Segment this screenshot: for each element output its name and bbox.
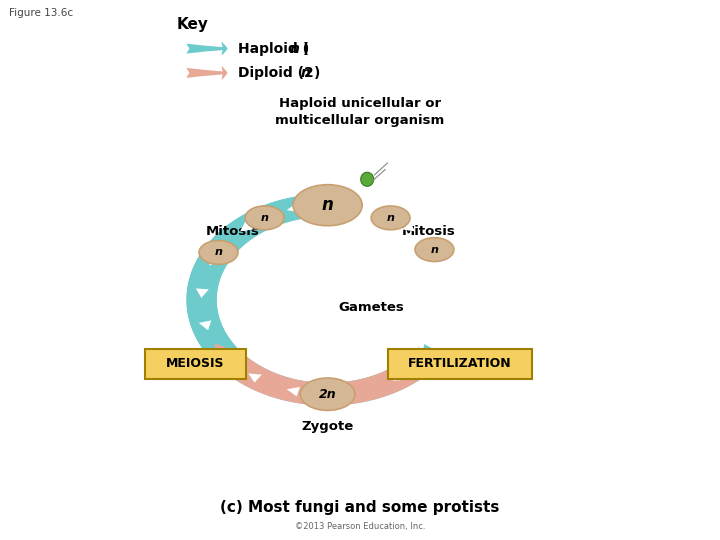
Ellipse shape [372, 206, 410, 230]
Polygon shape [341, 388, 354, 397]
Text: ): ) [314, 66, 320, 80]
Polygon shape [434, 255, 446, 266]
Text: n: n [301, 66, 311, 80]
Text: Mitosis: Mitosis [206, 225, 260, 238]
Ellipse shape [361, 172, 374, 186]
Text: n: n [387, 213, 395, 223]
Text: ): ) [302, 42, 309, 56]
Polygon shape [210, 344, 234, 365]
Text: Gametes: Gametes [339, 301, 405, 314]
Polygon shape [186, 194, 328, 360]
Text: n: n [261, 213, 269, 223]
Text: n: n [289, 42, 300, 56]
Polygon shape [196, 288, 209, 298]
Text: ©2013 Pearson Education, Inc.: ©2013 Pearson Education, Inc. [294, 522, 426, 531]
Text: Mitosis: Mitosis [402, 225, 455, 238]
Polygon shape [444, 320, 456, 330]
Polygon shape [355, 203, 369, 212]
Polygon shape [199, 320, 211, 330]
Ellipse shape [300, 378, 355, 410]
Text: n: n [322, 196, 333, 214]
Text: Diploid (2: Diploid (2 [238, 66, 313, 80]
Ellipse shape [293, 185, 362, 226]
Ellipse shape [415, 238, 454, 261]
Polygon shape [393, 372, 406, 381]
Polygon shape [287, 203, 300, 212]
Text: Zygote: Zygote [302, 420, 354, 433]
Polygon shape [287, 387, 300, 396]
Text: Key: Key [176, 17, 208, 32]
Polygon shape [421, 344, 446, 365]
Text: FERTILIZATION: FERTILIZATION [408, 357, 512, 370]
Polygon shape [446, 288, 459, 298]
Ellipse shape [245, 206, 284, 230]
FancyBboxPatch shape [145, 349, 246, 379]
Text: n: n [431, 245, 438, 255]
Text: n: n [215, 247, 222, 258]
Text: Haploid (: Haploid ( [238, 42, 309, 56]
Polygon shape [248, 373, 262, 382]
Text: MEIOSIS: MEIOSIS [166, 357, 225, 370]
Polygon shape [215, 343, 239, 364]
Text: (c) Most fungi and some protists: (c) Most fungi and some protists [220, 500, 500, 515]
Polygon shape [186, 194, 444, 406]
Polygon shape [212, 347, 444, 406]
Ellipse shape [199, 240, 238, 264]
Polygon shape [209, 255, 221, 266]
Text: Haploid unicellular or
multicellular organism: Haploid unicellular or multicellular org… [275, 97, 445, 127]
FancyBboxPatch shape [387, 349, 532, 379]
Polygon shape [402, 222, 415, 232]
Text: Figure 13.6c: Figure 13.6c [9, 8, 73, 18]
Text: 2n: 2n [319, 388, 336, 401]
Polygon shape [240, 222, 253, 232]
